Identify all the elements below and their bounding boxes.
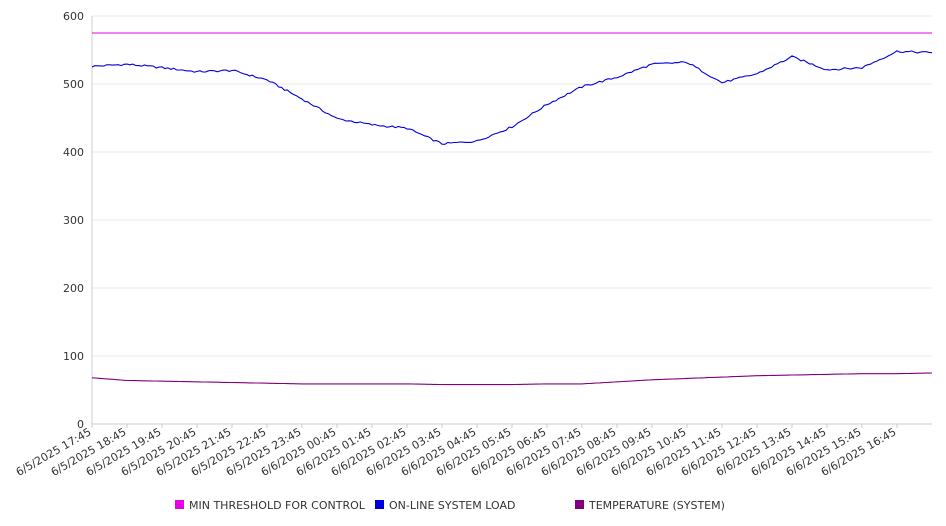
legend-label-temperature-system: TEMPERATURE (SYSTEM): [588, 499, 725, 512]
y-tick-label: 600: [63, 10, 84, 23]
legend-label-min-threshold-for-control: MIN THRESHOLD FOR CONTROL: [189, 499, 366, 512]
y-tick-labels: 0 100 200 300 400 500 600: [63, 10, 84, 431]
y-tick-label: 500: [63, 78, 84, 91]
y-tick-label: 400: [63, 146, 84, 159]
legend-swatch-on-line-system-load: [375, 500, 384, 509]
y-tick-label: 100: [63, 350, 84, 363]
series-line-on-line-system-load: [91, 50, 933, 145]
axes: [91, 16, 932, 428]
grid-lines: [92, 15, 932, 357]
legend-label-on-line-system-load: ON-LINE SYSTEM LOAD: [389, 499, 515, 512]
legend: MIN THRESHOLD FOR CONTROL ON-LINE SYSTEM …: [175, 499, 725, 512]
y-tick-label: 300: [63, 214, 84, 227]
y-tick-label: 0: [77, 418, 84, 431]
x-tick-labels: 6/5/2025 17:456/5/2025 18:456/5/2025 19:…: [14, 425, 899, 479]
series-lines: [91, 32, 933, 386]
y-tick-label: 200: [63, 282, 84, 295]
series-line-temperature-system: [91, 372, 933, 386]
legend-swatch-temperature-system: [575, 500, 584, 509]
legend-swatch-min-threshold-for-control: [175, 500, 184, 509]
